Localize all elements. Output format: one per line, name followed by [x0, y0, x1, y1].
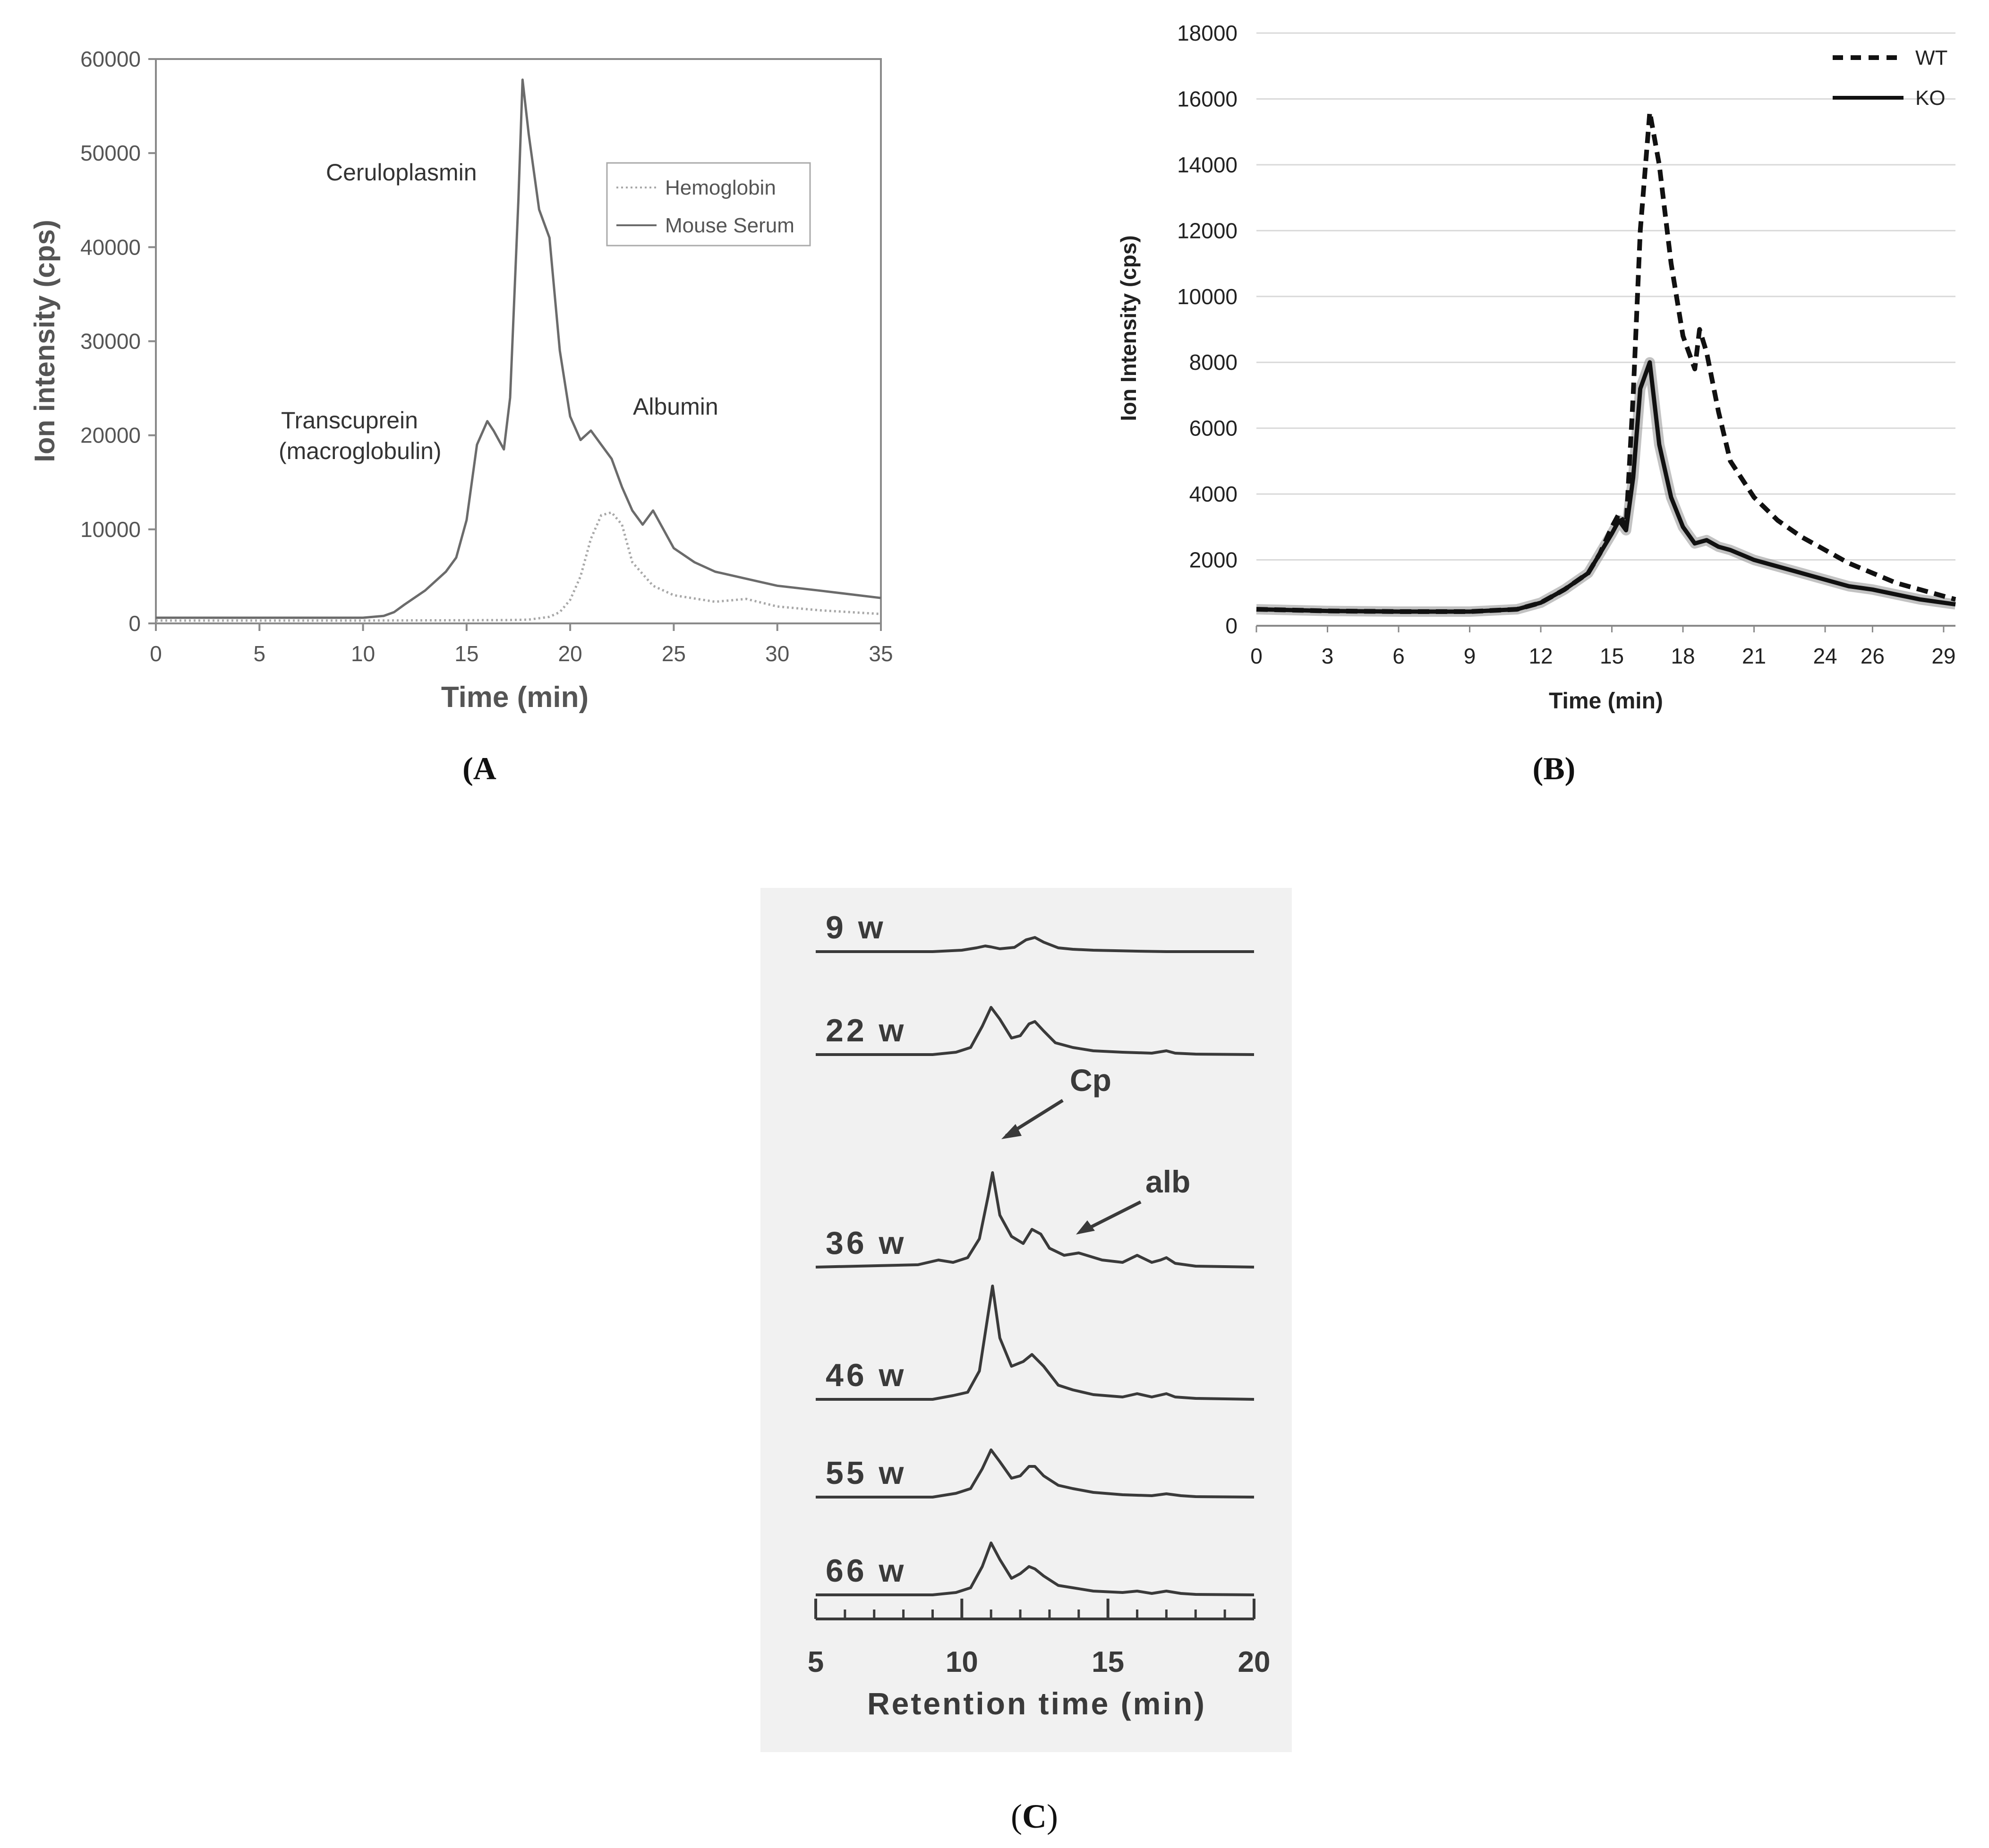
panel-c-trace-55w [816, 1448, 1255, 1499]
panel-a-line-hemoglobin [156, 511, 881, 622]
panel-a-x-tick-label: 35 [869, 641, 893, 666]
panel-c-trace-66w [816, 1541, 1255, 1596]
panel-a-caption: (A [462, 750, 496, 786]
panel-c-x-tick-label: 5 [808, 1646, 824, 1678]
panel-b-y-tick-label: 8000 [1189, 350, 1238, 375]
panel-b-x-tick-label: 15 [1600, 644, 1624, 668]
panel-c-x-tick-label: 20 [1238, 1646, 1271, 1678]
panel-a-y-tick-label: 60000 [80, 47, 141, 71]
panel-b-y-tick-label: 18000 [1177, 21, 1238, 45]
panel-a-chart: 0 5 10 15 20 25 30 35 0 10000 20000 30000 40000 5000… [29, 47, 893, 786]
panel-b-legend-ko: KO [1915, 86, 1946, 110]
panel-a-x-tick-label: 30 [765, 641, 789, 666]
panel-b-x-tick-label: 6 [1392, 644, 1405, 668]
panel-b-x-tick-label: 18 [1671, 644, 1695, 668]
panel-b-x-tick-label: 24 [1813, 644, 1837, 668]
panel-a-y-tick-label: 0 [128, 611, 141, 636]
panel-b-line-ko-error-band [1256, 357, 1956, 617]
panel-a-legend: Hemoglobin Mouse Serum [606, 162, 811, 247]
panel-c-annotation-alb: alb [1145, 1164, 1190, 1199]
panel-c-trace-labels: 9 w 22 w 36 w 46 w 55 w 66 w [826, 910, 906, 1589]
panel-b-y-tick-label: 16000 [1177, 86, 1238, 111]
panel-c-scan-background [760, 888, 1292, 1752]
panel-a-x-tick-label: 10 [351, 641, 375, 666]
panel-a-y-tick-label: 50000 [80, 141, 141, 165]
panel-c-trace-label: 22 w [826, 1013, 906, 1048]
panel-a-x-tick-label: 5 [253, 641, 265, 666]
panel-a-line-mouse-serum [156, 78, 881, 619]
panel-c-cp-arrowhead [1001, 1124, 1022, 1139]
panel-b-legend: WT KO [1833, 46, 1947, 110]
panel-b-line-ko [1256, 360, 1956, 614]
panel-b-x-ticks: 0 3 6 9 12 15 18 21 24 26 29 [1250, 626, 1956, 668]
panel-c-trace-label: 55 w [826, 1455, 906, 1491]
panel-b-y-tick-label: 0 [1225, 613, 1238, 638]
panel-c-trace-46w [816, 1285, 1255, 1401]
panel-c-alb-arrowhead [1076, 1220, 1095, 1235]
panel-a-legend-box [606, 162, 811, 247]
panel-c-x-tick-label: 15 [1092, 1646, 1124, 1678]
panel-a-plot-frame [155, 58, 882, 624]
panel-a-x-tick-label: 15 [454, 641, 478, 666]
panel-c-x-ticks: 5 10 15 20 [808, 1599, 1271, 1678]
panel-c-xlabel: Retention time (min) [867, 1686, 1206, 1721]
panel-a-x-tick-label: 0 [150, 641, 162, 666]
panel-c-caption-open: ( [1011, 1797, 1022, 1835]
panel-b-xlabel: Time (min) [1549, 689, 1663, 714]
panel-b-gridlines [1256, 32, 1955, 561]
panel-b-y-tick-label: 10000 [1177, 284, 1238, 309]
panel-b-x-tick-label: 3 [1322, 644, 1334, 668]
panel-a-xlabel: Time (min) [441, 681, 589, 714]
panel-a-annotation-albumin: Albumin [633, 393, 718, 420]
panel-a-x-tick-label: 25 [662, 641, 686, 666]
panel-a-legend-hemoglobin: Hemoglobin [665, 176, 776, 199]
panel-c-trace-22w [816, 1006, 1255, 1056]
panel-b-caption: (B) [1533, 750, 1576, 786]
panel-a-annotation-macroglobulin: (macroglobulin) [279, 438, 442, 464]
panel-b-x-tick-label: 12 [1528, 644, 1553, 668]
panel-c-trace-label: 36 w [826, 1225, 906, 1261]
panel-b-x-tick-label: 21 [1742, 644, 1766, 668]
panel-c-trace-36w [815, 1171, 1255, 1269]
panel-b-y-ticks: 0 2000 4000 6000 8000 10000 12000 14000 16000 180… [1177, 21, 1238, 638]
panel-b-legend-wt: WT [1915, 46, 1947, 69]
panel-b-y-tick-label: 4000 [1189, 482, 1238, 506]
panel-c-trace-label: 9 w [826, 910, 886, 945]
panel-c-chart: 9 w 22 w 36 w 46 w 55 w 66 w 5 10 15 20 Retentio… [760, 888, 1292, 1835]
panel-b-x-tick-label: 29 [1931, 644, 1955, 668]
panel-c-caption-letter: C [1022, 1797, 1047, 1835]
panel-b-series [1256, 110, 1956, 617]
panel-c-trace-label: 66 w [826, 1553, 906, 1589]
panel-b-ylabel: Ion Intensity (cps) [1116, 235, 1141, 421]
panel-c-annotation-cp: Cp [1070, 1063, 1111, 1098]
panel-b-y-tick-label: 12000 [1177, 218, 1238, 243]
panel-b-y-tick-label: 2000 [1189, 548, 1238, 572]
panel-a-ylabel: Ion intensity (cps) [29, 220, 60, 462]
panel-b-x-tick-label: 26 [1861, 644, 1885, 668]
panel-a-annotation-ceruloplasmin: Ceruloplasmin [326, 159, 477, 186]
panel-b-chart: 0 3 6 9 12 15 18 21 24 26 29 0 2000 4000 6000 8000 1000… [1116, 21, 1956, 786]
panel-c-caption: (C) [1011, 1797, 1058, 1835]
panel-c-trace-label: 46 w [826, 1357, 906, 1393]
panel-c-trace-9w [816, 936, 1254, 953]
panel-a-y-tick-label: 30000 [80, 329, 141, 354]
panel-a-y-tick-label: 40000 [80, 235, 141, 259]
panel-b-y-tick-label: 14000 [1177, 153, 1238, 177]
panel-a-legend-mouse-serum: Mouse Serum [665, 214, 794, 237]
panel-a-x-ticks: 0 5 10 15 20 25 30 35 [150, 623, 893, 666]
panel-a-x-tick-label: 20 [558, 641, 582, 666]
panel-b-x-tick-label: 0 [1250, 644, 1263, 668]
panel-a-y-ticks: 0 10000 20000 30000 40000 50000 60000 [80, 47, 156, 636]
panel-b-y-tick-label: 6000 [1189, 416, 1238, 441]
panel-c-x-tick-label: 10 [946, 1646, 978, 1678]
panel-c-traces [815, 936, 1255, 1596]
panel-c-caption-close: ) [1047, 1797, 1058, 1835]
panel-a-annotation-transcuprein: Transcuprein [281, 407, 418, 434]
panel-b-x-tick-label: 9 [1464, 644, 1476, 668]
panel-a-series [156, 78, 881, 622]
panel-a-y-tick-label: 10000 [80, 517, 141, 542]
panel-a-y-tick-label: 20000 [80, 423, 141, 448]
